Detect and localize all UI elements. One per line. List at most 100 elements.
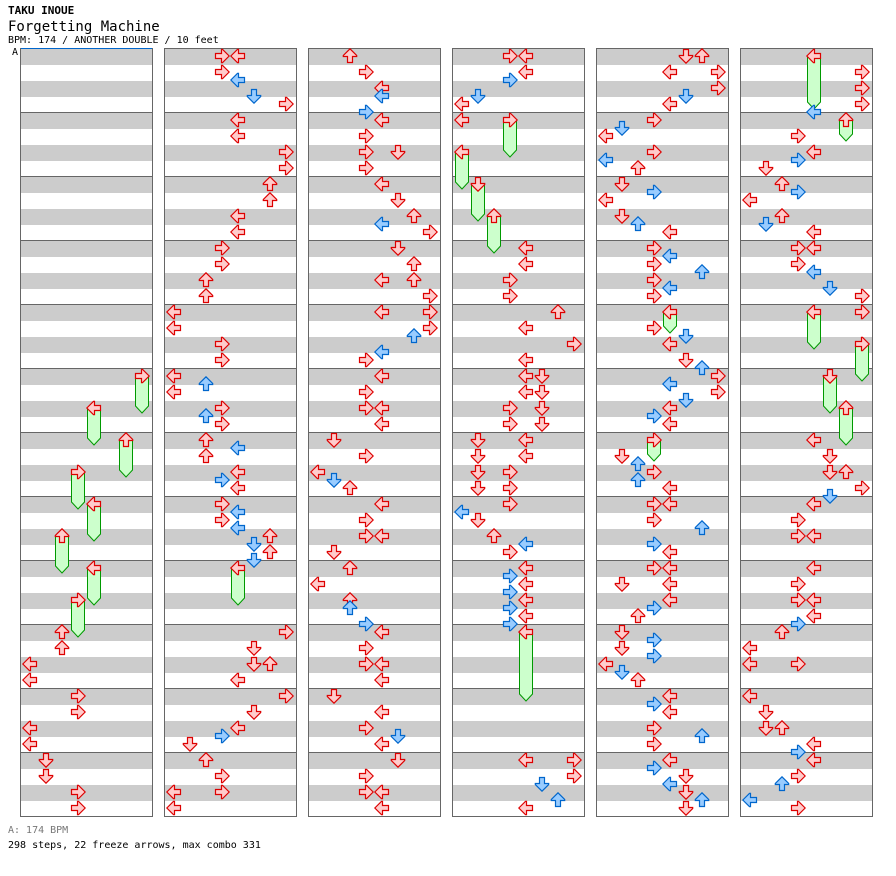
arrow-right-icon [710, 384, 726, 400]
arrow-down-icon [246, 656, 262, 672]
arrow-left-icon [374, 672, 390, 688]
arrow-right-icon [214, 256, 230, 272]
arrow-left-icon [374, 624, 390, 640]
arrow-down-icon [678, 784, 694, 800]
freeze-arrow-body [87, 568, 101, 606]
arrow-left-icon [374, 784, 390, 800]
arrow-up-icon [774, 208, 790, 224]
arrow-right-icon [214, 496, 230, 512]
arrow-up-icon [774, 624, 790, 640]
arrow-up-icon [838, 400, 854, 416]
arrow-right-icon [278, 624, 294, 640]
freeze-arrow-body [647, 440, 661, 462]
arrow-right-icon [646, 464, 662, 480]
arrow-right-icon [854, 304, 870, 320]
arrow-left-icon [374, 496, 390, 512]
arrow-right-icon [214, 472, 230, 488]
arrow-up-icon [54, 624, 70, 640]
arrow-right-icon [502, 600, 518, 616]
arrow-down-icon [758, 160, 774, 176]
arrow-right-icon [646, 760, 662, 776]
arrow-left-icon [518, 576, 534, 592]
arrow-right-icon [646, 432, 662, 448]
arrow-right-icon [566, 336, 582, 352]
arrow-up-icon [198, 752, 214, 768]
arrow-left-icon [598, 128, 614, 144]
arrow-right-icon [854, 288, 870, 304]
arrow-left-icon [374, 272, 390, 288]
arrow-down-icon [614, 576, 630, 592]
arrow-left-icon [518, 432, 534, 448]
arrow-down-icon [678, 88, 694, 104]
arrow-right-icon [646, 512, 662, 528]
freeze-arrow-body [503, 120, 517, 158]
arrow-right-icon [646, 496, 662, 512]
arrow-left-icon [518, 560, 534, 576]
chart-column-3 [308, 48, 441, 817]
arrow-up-icon [198, 432, 214, 448]
arrow-right-icon [502, 48, 518, 64]
arrow-left-icon [806, 496, 822, 512]
arrow-down-icon [326, 472, 342, 488]
arrow-left-icon [598, 656, 614, 672]
arrow-right-icon [502, 272, 518, 288]
arrow-right-icon [854, 64, 870, 80]
arrow-up-icon [774, 720, 790, 736]
arrow-left-icon [86, 496, 102, 512]
freeze-arrow-body [87, 408, 101, 446]
arrow-left-icon [806, 752, 822, 768]
freeze-arrow-body [135, 376, 149, 414]
arrow-right-icon [358, 352, 374, 368]
arrow-right-icon [358, 144, 374, 160]
freeze-arrow-body [487, 216, 501, 254]
arrow-up-icon [838, 464, 854, 480]
arrow-left-icon [518, 624, 534, 640]
arrow-up-icon [486, 208, 502, 224]
arrow-down-icon [678, 352, 694, 368]
arrow-left-icon [454, 144, 470, 160]
freeze-arrow-body [119, 440, 133, 478]
arrow-down-icon [246, 640, 262, 656]
arrow-right-icon [790, 592, 806, 608]
arrow-left-icon [662, 688, 678, 704]
arrow-left-icon [662, 248, 678, 264]
arrow-left-icon [518, 64, 534, 80]
arrow-left-icon [662, 96, 678, 112]
arrow-left-icon [230, 128, 246, 144]
arrow-right-icon [422, 224, 438, 240]
arrow-left-icon [86, 560, 102, 576]
arrow-left-icon [310, 576, 326, 592]
arrow-up-icon [550, 792, 566, 808]
arrow-left-icon [518, 384, 534, 400]
arrow-right-icon [358, 128, 374, 144]
arrow-right-icon [358, 784, 374, 800]
freeze-arrow-body [807, 56, 821, 110]
arrow-up-icon [630, 216, 646, 232]
arrow-right-icon [854, 96, 870, 112]
arrow-up-icon [262, 528, 278, 544]
arrow-left-icon [598, 192, 614, 208]
chart-column-2 [164, 48, 297, 817]
arrow-right-icon [278, 144, 294, 160]
arrow-right-icon [646, 288, 662, 304]
chart-column-5 [596, 48, 729, 817]
arrow-up-icon [342, 560, 358, 576]
arrow-right-icon [214, 400, 230, 416]
arrow-right-icon [502, 112, 518, 128]
arrow-right-icon [710, 80, 726, 96]
arrow-up-icon [694, 728, 710, 744]
arrow-up-icon [694, 792, 710, 808]
arrow-right-icon [502, 464, 518, 480]
arrow-right-icon [646, 256, 662, 272]
arrow-left-icon [230, 224, 246, 240]
arrow-up-icon [198, 448, 214, 464]
arrow-right-icon [790, 576, 806, 592]
arrow-up-icon [838, 112, 854, 128]
arrow-left-icon [662, 576, 678, 592]
chart-info: BPM: 174 / ANOTHER DOUBLE / 10 feet [8, 35, 219, 46]
arrow-right-icon [646, 560, 662, 576]
arrow-right-icon [646, 112, 662, 128]
arrow-down-icon [326, 688, 342, 704]
freeze-arrow-body [839, 408, 853, 446]
arrow-right-icon [790, 256, 806, 272]
